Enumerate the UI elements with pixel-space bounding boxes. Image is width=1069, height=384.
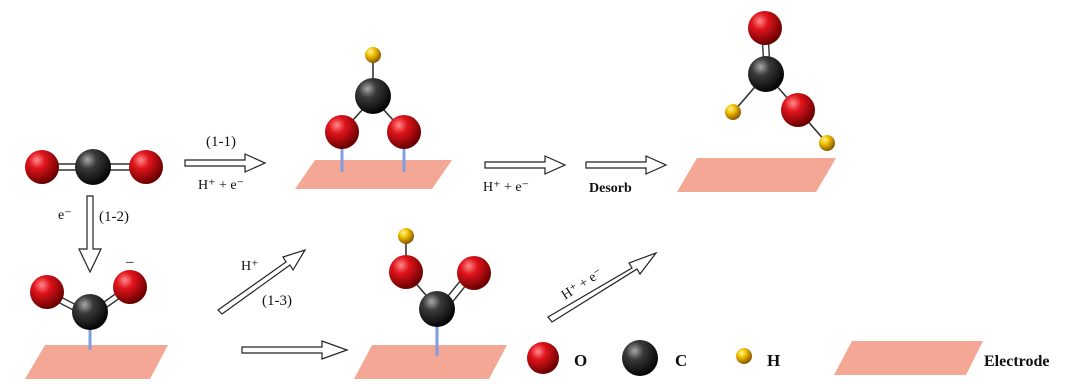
electrode-plate-4 (354, 345, 507, 379)
oxygen-atom (30, 275, 64, 309)
carbon-atom (748, 56, 784, 92)
legend: O C H Electrode (527, 340, 1049, 376)
oxygen-atom (748, 11, 782, 45)
formic-acid-molecule (725, 11, 835, 151)
electrode-plate-1 (295, 160, 452, 189)
oxygen-atom (457, 256, 491, 290)
electrode-plate-2 (677, 158, 836, 192)
legend-hydrogen-swatch (736, 348, 752, 364)
hydrogen-atom (365, 47, 381, 63)
legend-carbon-swatch (622, 340, 658, 376)
arrow-step-1-3 (217, 248, 307, 315)
legend-electrode-label: Electrode (984, 353, 1049, 370)
oxygen-atom (389, 255, 423, 289)
legend-carbon-label: C (675, 351, 687, 370)
arrow-step-1-2 (78, 195, 102, 274)
oxygen-atom (387, 115, 421, 149)
label-proton-electron-1: H⁺ + e⁻ (198, 178, 244, 193)
label-step-1-3: (1-3) (262, 293, 292, 309)
arrow-hydrogenation-top (484, 155, 567, 175)
co2-molecule (25, 149, 163, 185)
hydrogen-atom (819, 135, 835, 151)
hydrogen-atom (398, 228, 414, 244)
label-anion-charge: – (125, 254, 134, 270)
oxygen-atom (25, 150, 59, 184)
oxygen-atom (113, 270, 147, 304)
adsorbed-carboxyl (389, 228, 491, 356)
carbon-atom (419, 291, 455, 327)
label-proton-electron-2: H⁺ + e⁻ (483, 180, 529, 195)
oxygen-atom (129, 150, 163, 184)
label-desorb: Desorb (589, 181, 632, 196)
adsorbed-co2-anion (30, 270, 147, 350)
arrow-step-1-1 (184, 153, 267, 173)
carbon-atom (72, 294, 108, 330)
label-electron: e⁻ (58, 208, 72, 223)
arrow-desorb (585, 155, 668, 175)
electrode-plate-3 (25, 345, 168, 379)
arrow-bottom-straight (241, 340, 349, 360)
legend-oxygen-label: O (574, 351, 587, 370)
label-step-1-2: (1-2) (99, 209, 129, 225)
label-step-1-1: (1-1) (206, 134, 236, 150)
legend-hydrogen-label: H (767, 351, 780, 370)
arrow-hydrogenation-bottom (547, 251, 658, 323)
oxygen-atom (781, 93, 815, 127)
adsorbed-formate-top (325, 47, 421, 172)
label-proton: H⁺ (241, 259, 259, 274)
carbon-atom (355, 78, 391, 114)
oxygen-atom (325, 115, 359, 149)
hydrogen-atom (725, 104, 741, 120)
carbon-atom (75, 149, 111, 185)
legend-electrode-swatch (834, 341, 983, 375)
legend-oxygen-swatch (527, 342, 559, 374)
